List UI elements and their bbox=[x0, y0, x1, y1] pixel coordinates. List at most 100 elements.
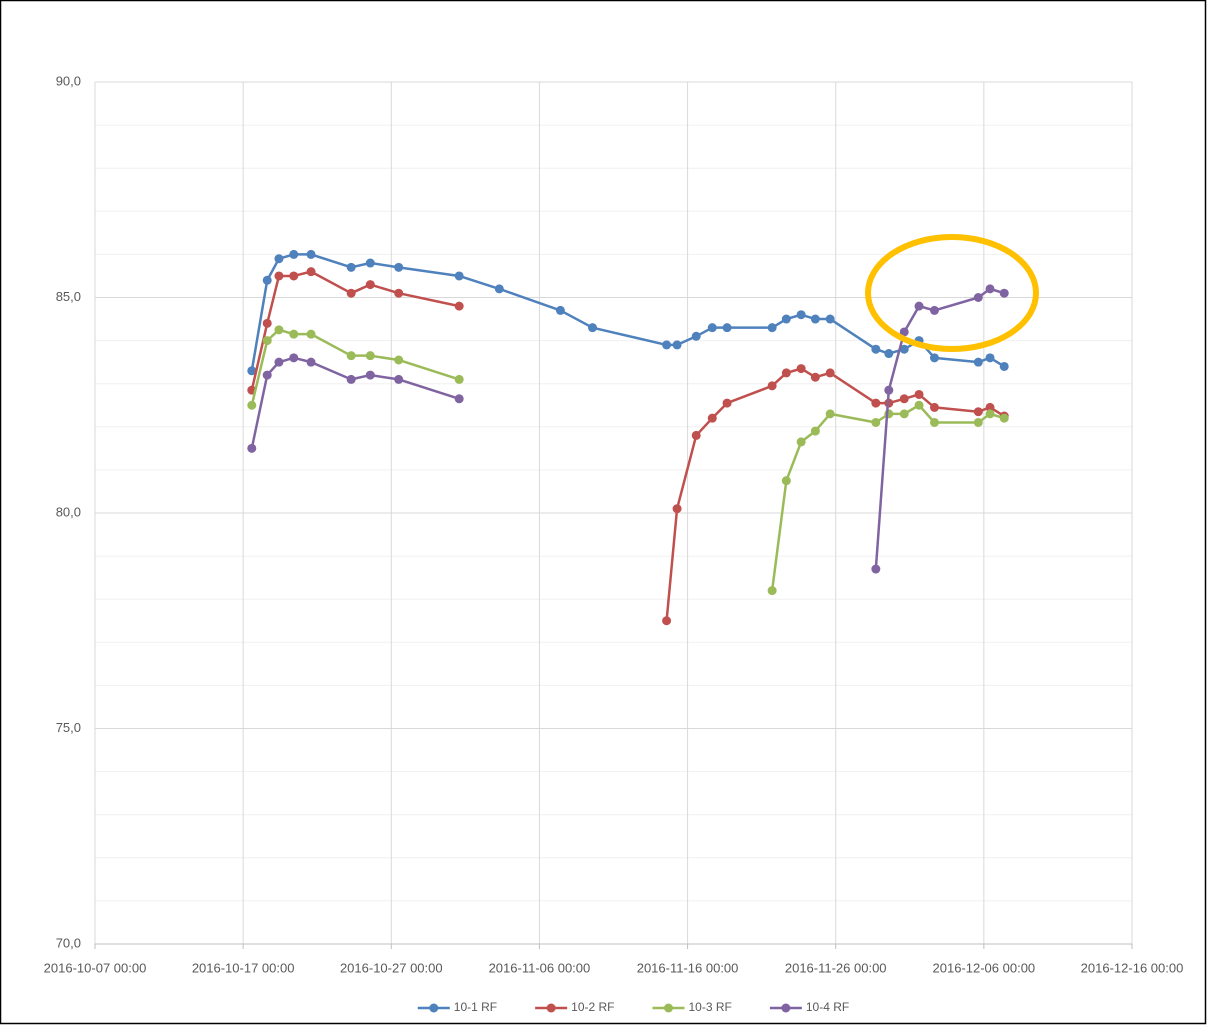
data-point bbox=[722, 323, 732, 333]
data-point bbox=[985, 409, 995, 419]
data-point bbox=[899, 409, 909, 419]
data-point bbox=[274, 271, 284, 281]
data-point bbox=[662, 340, 672, 350]
data-point bbox=[825, 409, 835, 419]
data-point bbox=[767, 586, 777, 596]
legend-marker bbox=[546, 1003, 556, 1013]
data-point bbox=[691, 430, 701, 440]
data-point bbox=[494, 284, 504, 294]
data-point bbox=[274, 254, 284, 264]
legend: 10-1 RF 10-2 RF 10-3 RF 10-4 RF bbox=[417, 1000, 849, 1014]
data-point bbox=[985, 284, 995, 294]
data-point bbox=[871, 344, 881, 354]
plot bbox=[247, 249, 1009, 626]
legend-item: 10-3 RF bbox=[652, 1000, 732, 1014]
y-tick-label: 75,0 bbox=[56, 720, 81, 735]
data-point bbox=[365, 370, 375, 380]
data-point bbox=[672, 504, 682, 514]
x-tick-label: 2016-11-26 00:00 bbox=[785, 960, 887, 975]
data-point bbox=[929, 417, 939, 427]
data-point bbox=[973, 293, 983, 302]
legend-item: 10-1 RF bbox=[417, 1000, 497, 1014]
data-point bbox=[454, 374, 464, 384]
data-point bbox=[346, 288, 356, 298]
data-point bbox=[973, 407, 983, 417]
data-point bbox=[247, 400, 257, 410]
data-point bbox=[306, 357, 316, 367]
data-point bbox=[929, 305, 939, 315]
data-point bbox=[871, 564, 881, 574]
data-point bbox=[306, 329, 316, 339]
x-tick-label: 2016-11-16 00:00 bbox=[637, 960, 739, 975]
y-tick-label: 85,0 bbox=[56, 289, 81, 304]
data-point bbox=[825, 368, 835, 378]
data-point bbox=[691, 331, 701, 341]
data-point bbox=[767, 323, 777, 333]
data-point bbox=[346, 262, 356, 272]
data-point bbox=[985, 353, 995, 363]
data-point bbox=[247, 366, 257, 376]
x-tick-label: 2016-10-17 00:00 bbox=[192, 960, 295, 975]
data-point bbox=[454, 271, 464, 281]
data-point bbox=[365, 280, 375, 290]
data-point bbox=[884, 349, 894, 359]
data-point bbox=[929, 402, 939, 412]
data-point bbox=[289, 271, 299, 281]
legend-label: 10-2 RF bbox=[571, 1000, 614, 1014]
legend-marker bbox=[429, 1003, 439, 1013]
data-point bbox=[262, 370, 272, 380]
legend-item: 10-4 RF bbox=[769, 1000, 849, 1014]
legend-marker bbox=[664, 1003, 673, 1013]
data-point bbox=[999, 361, 1009, 371]
highlight-ellipse bbox=[865, 234, 1039, 352]
data-point bbox=[914, 301, 924, 311]
data-point bbox=[365, 351, 375, 361]
data-point bbox=[707, 413, 717, 423]
data-point bbox=[394, 355, 404, 365]
data-point bbox=[346, 374, 356, 384]
data-point bbox=[914, 389, 924, 399]
data-point bbox=[454, 301, 464, 311]
x-tick-label: 2016-12-06 00:00 bbox=[933, 960, 1036, 975]
data-point bbox=[289, 353, 299, 363]
legend-item: 10-2 RF bbox=[535, 1000, 615, 1014]
data-point bbox=[365, 258, 375, 268]
legend-label: 10-4 RF bbox=[806, 1000, 849, 1014]
data-point bbox=[884, 385, 894, 395]
data-point bbox=[781, 476, 791, 486]
data-point bbox=[999, 413, 1009, 423]
data-point bbox=[662, 616, 672, 626]
x-tick-label: 2016-11-06 00:00 bbox=[489, 960, 591, 975]
y-tick-label: 70,0 bbox=[56, 935, 81, 950]
legend-label: 10-3 RF bbox=[689, 1000, 732, 1014]
data-point bbox=[346, 351, 356, 361]
data-point bbox=[781, 314, 791, 324]
data-point bbox=[262, 336, 272, 346]
data-point bbox=[394, 262, 404, 272]
data-point bbox=[914, 400, 924, 410]
data-point bbox=[929, 353, 939, 363]
x-tick-label: 2016-10-27 00:00 bbox=[340, 960, 443, 975]
data-point bbox=[262, 318, 272, 328]
data-point bbox=[306, 267, 316, 277]
data-point bbox=[899, 344, 909, 354]
legend-label: 10-1 RF bbox=[454, 1000, 497, 1014]
data-point bbox=[973, 417, 983, 427]
y-tick-label: 80,0 bbox=[56, 504, 81, 519]
data-point bbox=[899, 394, 909, 404]
data-point bbox=[973, 357, 983, 367]
data-point bbox=[999, 288, 1009, 298]
data-point bbox=[306, 249, 316, 259]
data-point bbox=[274, 325, 284, 335]
data-point bbox=[767, 381, 777, 391]
data-point bbox=[672, 340, 682, 350]
data-point bbox=[810, 372, 820, 382]
data-point bbox=[985, 402, 995, 412]
legend-marker bbox=[781, 1003, 791, 1013]
data-point bbox=[781, 368, 791, 378]
data-point bbox=[796, 310, 806, 320]
x-tick-label: 2016-10-07 00:00 bbox=[44, 960, 147, 975]
